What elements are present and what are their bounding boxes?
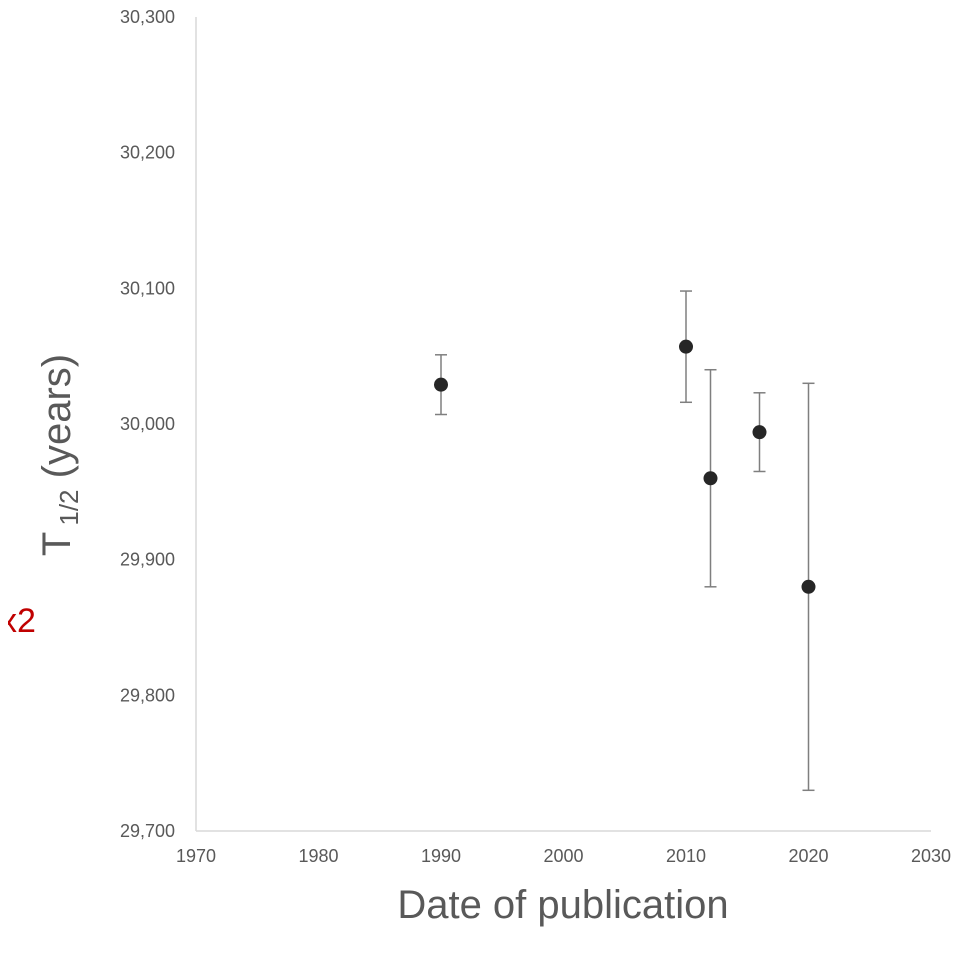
y-axis-label-rest: (years) <box>35 354 79 490</box>
data-point <box>703 471 718 486</box>
x-axis-label: Date of publication <box>397 883 728 927</box>
data-point <box>434 377 448 392</box>
y-axis-label-main: T <box>35 532 79 556</box>
x-tick-label: 2020 <box>788 846 828 866</box>
data-point <box>752 425 767 440</box>
x-tick-label: 2010 <box>666 846 706 866</box>
data-point <box>801 579 816 594</box>
y-tick-label: 30,200 <box>120 143 175 163</box>
y-tick-label: 30,100 <box>120 278 175 298</box>
y-tick-labels: 29,700 29,800 29,900 30,000 30,100 30,200 30,3… <box>120 7 175 841</box>
x-tick-label: 1970 <box>176 846 216 866</box>
y-tick-label: 29,800 <box>120 685 175 705</box>
data-points <box>434 339 816 594</box>
y-tick-label: 29,900 <box>120 550 175 570</box>
y-axis-label: T 1/2 (years) <box>35 354 84 556</box>
data-point <box>679 339 693 354</box>
y-tick-label: 30,000 <box>120 414 175 434</box>
y-tick-label: 30,300 <box>120 7 175 27</box>
x-tick-labels: 1970 1980 1990 2000 2010 2020 2030 <box>176 846 951 866</box>
y-axis-label-sub: 1/2 <box>54 489 84 525</box>
y-tick-label: 29,700 <box>120 821 175 841</box>
error-bars <box>435 290 815 792</box>
axes <box>195 17 931 832</box>
side-note: x2 <box>0 602 36 640</box>
x-tick-label: 1990 <box>421 846 461 866</box>
x-tick-label: 1980 <box>298 846 338 866</box>
x-tick-label: 2000 <box>543 846 583 866</box>
x-tick-label: 2030 <box>911 846 951 866</box>
